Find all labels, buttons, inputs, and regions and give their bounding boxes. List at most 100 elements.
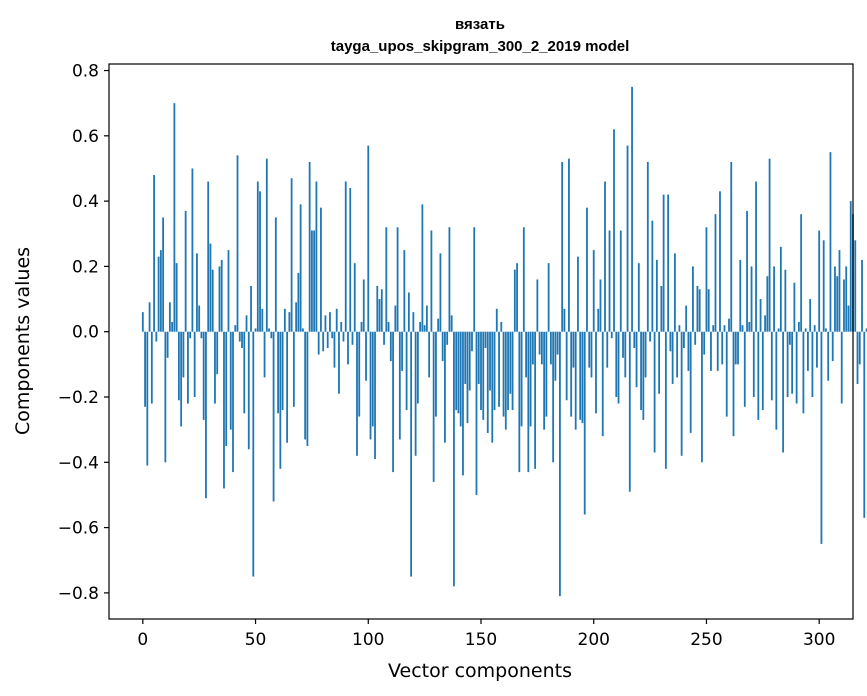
bar	[288, 312, 291, 332]
bar	[477, 331, 480, 384]
x-axis: 0 50 100 150 200 250 300	[137, 619, 835, 650]
bar	[631, 86, 633, 332]
bar	[315, 181, 318, 332]
bar	[761, 331, 764, 411]
bar	[369, 331, 372, 440]
bar	[831, 331, 834, 362]
bar	[304, 331, 307, 440]
bar	[416, 331, 419, 404]
bar	[227, 250, 230, 332]
bar	[435, 331, 437, 417]
bar	[556, 331, 559, 355]
bar	[252, 331, 255, 577]
bar	[153, 175, 155, 332]
bar	[725, 331, 728, 417]
bar	[486, 331, 489, 433]
bar	[861, 259, 863, 332]
bar	[338, 331, 340, 394]
bar	[574, 331, 577, 430]
bar	[651, 220, 654, 332]
bar	[148, 302, 151, 332]
bar	[680, 331, 683, 456]
bar	[459, 331, 462, 427]
bar	[283, 308, 286, 332]
bar	[685, 305, 688, 332]
bar	[637, 263, 640, 332]
bar	[464, 331, 467, 384]
bar	[759, 299, 762, 332]
bar	[259, 191, 261, 332]
bar	[728, 318, 730, 332]
bar	[847, 305, 850, 332]
bar	[365, 331, 367, 381]
bar	[157, 256, 160, 332]
bar	[640, 331, 642, 411]
bar	[274, 217, 277, 332]
bar	[642, 331, 645, 420]
y-axis-label: Components values	[12, 247, 34, 435]
bar	[482, 331, 485, 420]
bar	[205, 331, 207, 499]
bar	[633, 331, 636, 349]
bar	[504, 331, 507, 430]
bar	[419, 321, 422, 332]
bar	[752, 331, 755, 397]
bar	[739, 259, 742, 332]
bar	[401, 331, 403, 371]
bar	[764, 315, 766, 332]
bar	[730, 161, 733, 332]
bar	[502, 331, 505, 417]
bar	[214, 331, 216, 404]
bar	[389, 331, 392, 362]
bar	[191, 168, 194, 332]
bar	[518, 331, 521, 473]
bar	[827, 331, 830, 381]
bar	[854, 240, 857, 332]
bar	[313, 230, 316, 332]
bar	[549, 331, 552, 365]
bar	[141, 312, 144, 332]
bar	[782, 331, 785, 453]
bar	[617, 331, 620, 404]
bar	[635, 331, 638, 388]
bar	[234, 325, 237, 332]
bar	[529, 331, 532, 427]
y-tick-label: −0.2	[58, 388, 99, 408]
bar	[687, 331, 690, 371]
bar	[279, 331, 282, 469]
bar	[407, 292, 410, 332]
bar	[644, 331, 647, 378]
bar	[281, 331, 284, 411]
bar	[816, 331, 818, 368]
bar	[466, 331, 469, 424]
bar	[807, 331, 809, 371]
bar	[707, 289, 710, 332]
bar	[791, 331, 794, 394]
bar	[694, 331, 697, 345]
bar	[836, 276, 839, 332]
bar	[863, 331, 866, 518]
bar	[719, 191, 721, 332]
bar	[592, 250, 595, 332]
bar	[432, 331, 435, 482]
x-tick-label: 150	[465, 630, 497, 650]
bar	[236, 155, 239, 332]
bar	[565, 331, 568, 401]
bar	[175, 263, 178, 332]
bar	[238, 331, 241, 342]
bar	[646, 161, 649, 332]
bar	[220, 259, 223, 332]
bar	[669, 331, 672, 352]
x-tick-label: 200	[578, 630, 610, 650]
bar	[223, 331, 225, 489]
chart-title: вязать	[455, 16, 505, 33]
bar	[683, 331, 685, 349]
bar	[619, 230, 622, 332]
bar	[491, 331, 494, 443]
bar	[511, 331, 514, 411]
bar	[626, 145, 629, 332]
bar	[838, 250, 841, 332]
bar	[446, 331, 449, 345]
bar	[311, 230, 313, 332]
bar	[583, 331, 586, 515]
